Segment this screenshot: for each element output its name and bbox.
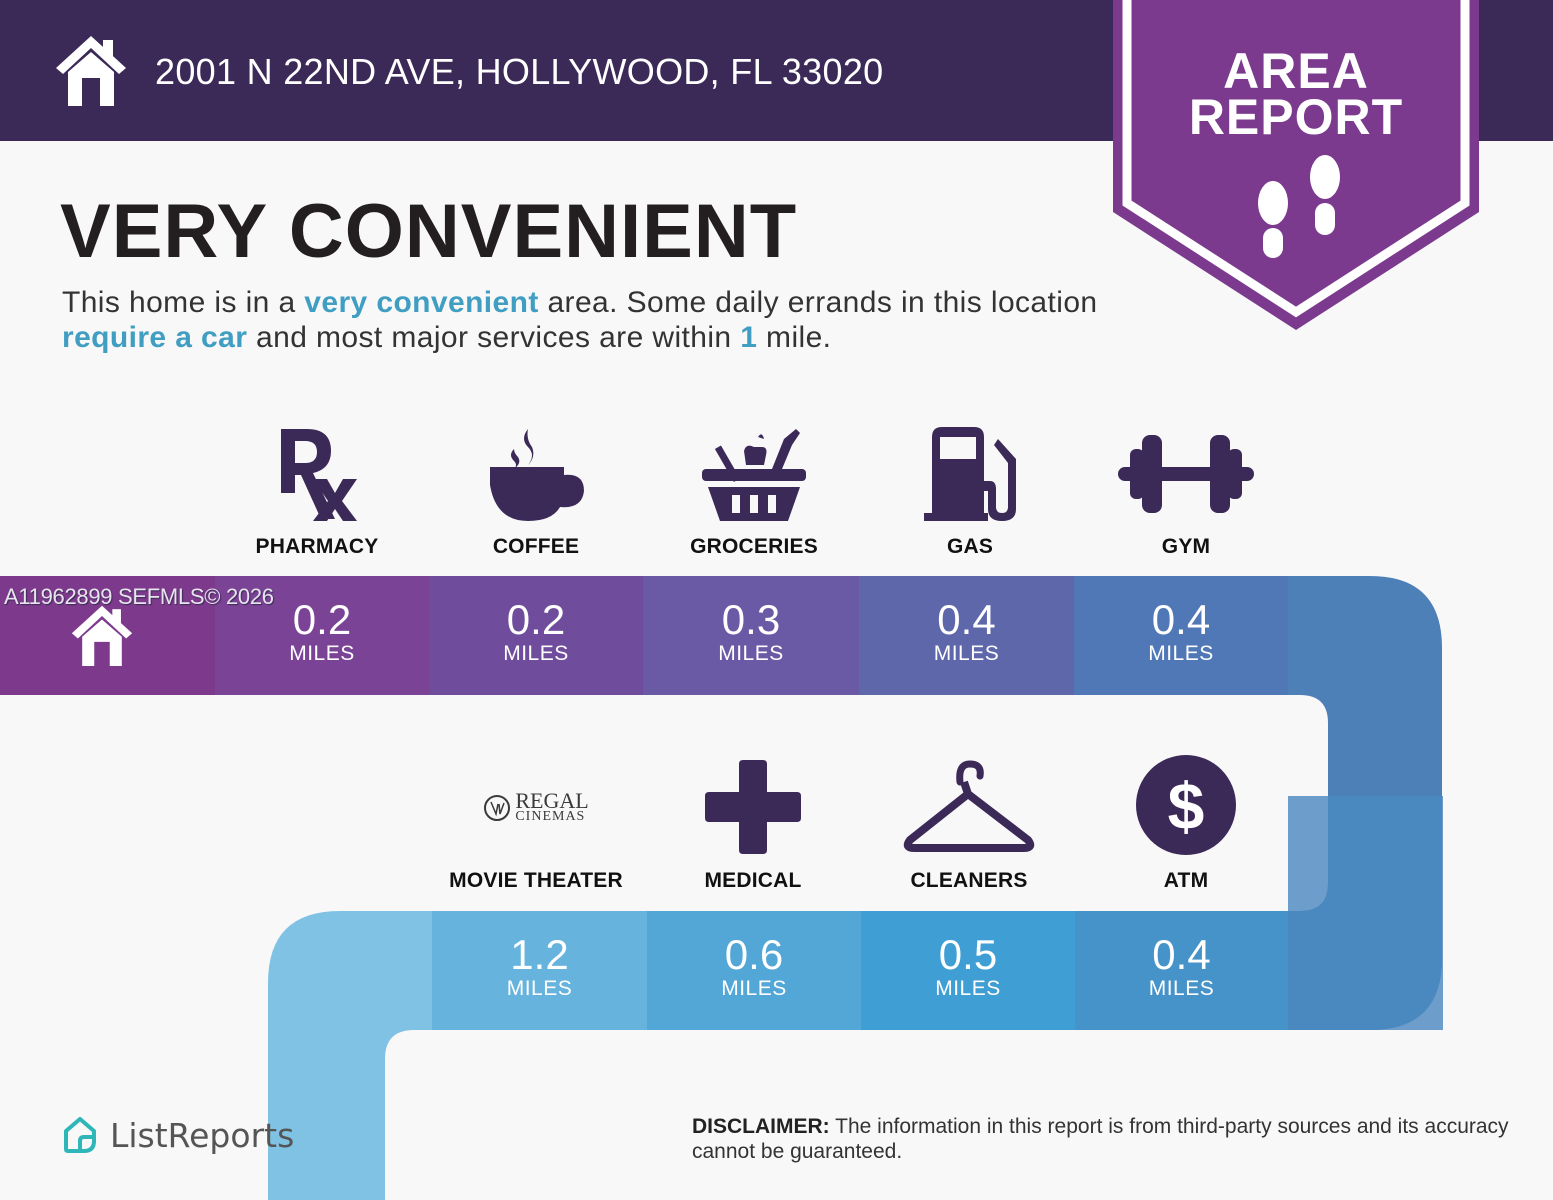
property-address: 2001 N 22ND AVE, HOLLYWOOD, FL 33020 bbox=[155, 51, 884, 92]
distance-gym: 0.4 MILES bbox=[1148, 596, 1214, 666]
grocery-basket-icon bbox=[702, 429, 806, 521]
amenity-pharmacy: PHARMACY bbox=[209, 425, 425, 565]
footprints-icon bbox=[1258, 155, 1340, 258]
distance-gas: 0.4 MILES bbox=[933, 596, 1000, 666]
gas-pump-icon bbox=[924, 427, 1016, 521]
distance-medical: 0.6 MILES bbox=[721, 931, 787, 1001]
hanger-icon bbox=[903, 760, 1035, 852]
distance-atm: 0.4 MILES bbox=[1148, 931, 1215, 1001]
amenity-movie-theater: REGAL CINEMAS MOVIE THEATER bbox=[428, 760, 644, 900]
regal-cinemas-logo: REGAL CINEMAS bbox=[428, 760, 644, 855]
amenity-groceries: GROCERIES bbox=[646, 425, 862, 565]
badge-title: AREA REPORT bbox=[1188, 43, 1404, 145]
coffee-cup-icon bbox=[490, 429, 584, 521]
home-start-icon bbox=[71, 605, 133, 666]
dumbbell-icon bbox=[1118, 435, 1254, 513]
distance-coffee: 0.2 MILES bbox=[503, 596, 569, 666]
convenience-description: This home is in a very convenient area. … bbox=[62, 286, 1098, 354]
route-path-graphic bbox=[0, 576, 1443, 1200]
amenity-gym: GYM bbox=[1078, 425, 1294, 565]
regal-emblem-icon bbox=[484, 794, 511, 821]
mls-watermark: A11962899 SEFMLS© 2026 bbox=[4, 584, 274, 609]
distance-cleaners: 0.5 MILES bbox=[935, 931, 1001, 1001]
distance-groceries: 0.3 MILES bbox=[718, 596, 784, 666]
disclaimer-text: DISCLAIMER: The information in this repo… bbox=[692, 1115, 1509, 1163]
listreports-logo-icon bbox=[64, 1117, 96, 1153]
rx-icon bbox=[281, 429, 357, 521]
area-report-badge bbox=[1113, 0, 1479, 330]
medical-cross-icon bbox=[705, 760, 801, 854]
svg-text:$: $ bbox=[1168, 769, 1205, 843]
amenity-cleaners: CLEANERS bbox=[861, 760, 1077, 900]
convenience-rating-headline: VERY CONVENIENT bbox=[60, 189, 798, 274]
distance-pharmacy: 0.2 MILES bbox=[289, 596, 355, 666]
amenity-coffee: COFFEE bbox=[428, 425, 644, 565]
distance-movie-theater: 1.2 MILES bbox=[506, 931, 573, 1001]
listreports-logo: ListReports bbox=[60, 1112, 294, 1158]
amenity-gas: GAS bbox=[862, 425, 1078, 565]
home-icon bbox=[56, 36, 126, 106]
dollar-coin-icon: $ bbox=[1136, 755, 1236, 855]
amenity-medical: MEDICAL bbox=[645, 760, 861, 900]
amenity-atm: $ ATM bbox=[1078, 755, 1294, 900]
